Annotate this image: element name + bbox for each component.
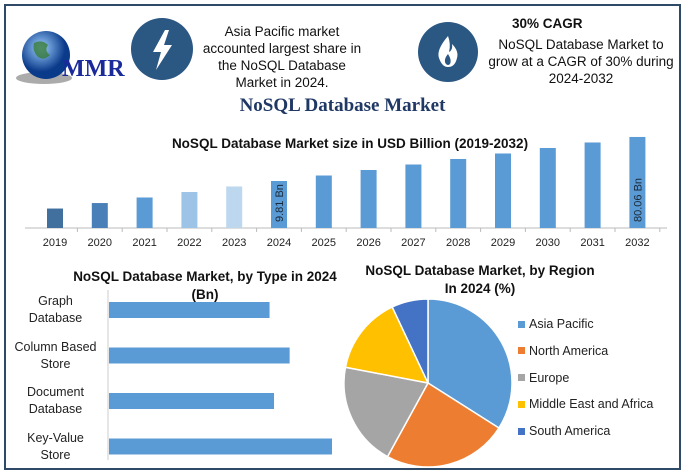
market-size-bar-chart: 2019 2020 2021 2022 2023 2024 9.81 Bn 2025 2026 2… <box>25 136 667 249</box>
x-tick-label: 2030 <box>536 237 560 249</box>
bar-key-value-store <box>109 438 332 455</box>
bar-2025 <box>315 175 332 228</box>
bar-2023 <box>226 186 243 228</box>
infographic-frame <box>4 4 681 470</box>
category-label: Key-Value Store <box>27 430 84 462</box>
region-pie-chart <box>343 298 513 468</box>
slice-north-america <box>386 381 500 468</box>
legend-item: Middle East and Africa <box>518 397 653 411</box>
type-chart-title: NoSQL Database Market, by Type in 2024 (… <box>73 269 337 302</box>
legend-item: North America <box>518 344 608 358</box>
mmr-logo: MMR <box>14 28 125 90</box>
legend-label: Asia Pacific <box>529 317 594 331</box>
x-tick-label: 2026 <box>356 237 380 249</box>
x-tick-label: 2023 <box>222 237 246 249</box>
cagr-title: 30% CAGR <box>512 16 583 31</box>
legend-swatch <box>518 374 525 382</box>
data-label-2032: 80.06 Bn <box>632 178 644 222</box>
legend-item: South America <box>518 424 610 438</box>
bar-2024 <box>271 181 287 228</box>
bar-graph-database <box>109 302 270 318</box>
x-tick-label: 2024 <box>267 237 291 249</box>
region-chart-title: NoSQL Database Market, by Region In 2024… <box>365 263 595 296</box>
x-tick-label: 2019 <box>43 237 67 249</box>
bar-2030 <box>539 147 556 228</box>
legend-swatch <box>518 320 525 328</box>
bar-2029 <box>495 153 511 228</box>
flame-icon <box>418 22 478 82</box>
x-tick-label: 2029 <box>491 237 515 249</box>
market-size-chart-title: NoSQL Database Market size in USD Billio… <box>171 136 529 151</box>
legend-label: North America <box>529 343 609 358</box>
bar-2026 <box>360 169 377 228</box>
bar-2027 <box>405 164 422 228</box>
bar-2019 <box>47 208 63 228</box>
legend-label: South America <box>529 424 611 439</box>
legend-item: Asia Pacific <box>518 317 594 331</box>
x-tick-label: 2025 <box>312 237 336 249</box>
bar-2020 <box>91 203 108 228</box>
bar-column-based-store <box>109 347 290 364</box>
x-tick-label: 2021 <box>132 237 156 249</box>
data-label-2024: 9.81 Bn <box>274 184 286 222</box>
slice-middle-east-and-africa <box>344 305 430 385</box>
x-tick-label: 2028 <box>446 237 470 249</box>
legend-swatch <box>518 400 525 408</box>
legend-swatch <box>518 347 525 355</box>
globe-icon <box>16 31 72 84</box>
bar-2022 <box>181 192 198 228</box>
bar-2031 <box>584 142 601 228</box>
slice-south-america <box>391 298 429 384</box>
x-tick-label: 2022 <box>177 237 201 249</box>
x-tick-label: 2027 <box>401 237 425 249</box>
category-label: Column Based Store <box>14 339 97 371</box>
bar-2021 <box>136 197 153 228</box>
slice-europe <box>343 366 430 458</box>
legend-item: Europe <box>518 371 569 385</box>
category-label: Document Database <box>27 385 84 416</box>
bar-2032 <box>629 136 646 228</box>
legend-label: Europe <box>529 370 570 385</box>
info-cagr-text: NoSQL Database Market to grow at a CAGR … <box>488 37 674 86</box>
x-tick-label: 2031 <box>580 237 604 249</box>
x-tick-label: 2020 <box>88 237 112 249</box>
bar-document-database <box>109 393 275 409</box>
main-title: NoSQL Database Market <box>239 95 446 116</box>
legend-swatch <box>518 427 525 435</box>
type-bar-chart <box>107 290 332 460</box>
info-asia-pacific-text: Asia Pacific market accounted largest sh… <box>202 24 362 90</box>
bar-2028 <box>450 158 467 228</box>
x-tick-label: 2032 <box>625 237 649 249</box>
lightning-bolt-icon <box>131 18 193 80</box>
logo-text: MMR <box>62 56 125 82</box>
legend-label: Middle East and Africa <box>529 397 654 412</box>
category-label: Graph Database <box>28 294 83 325</box>
